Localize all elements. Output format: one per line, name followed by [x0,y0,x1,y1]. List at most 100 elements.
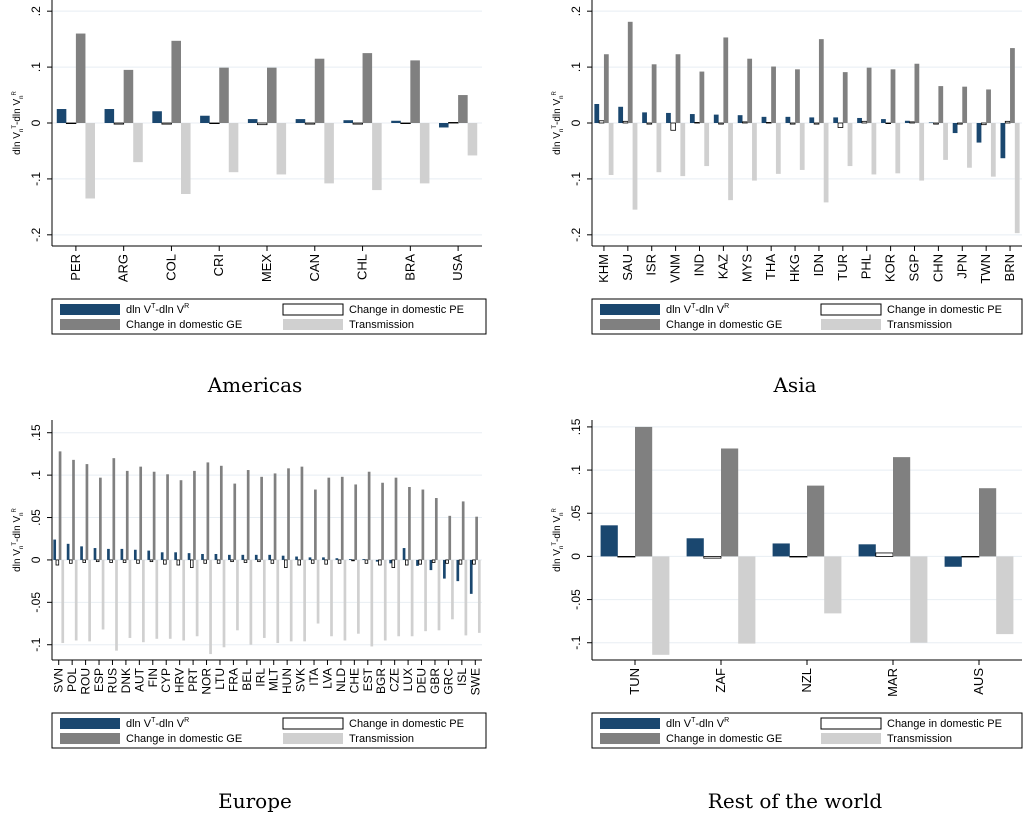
bar-total-bgr [375,559,379,562]
x-tick-label: SAU [620,254,635,281]
legend-label-total: dln VT-dln VR [666,717,729,730]
y-tick-label: -.2 [569,227,583,241]
y-tick-label: .05 [29,509,43,526]
bar-total-kor [881,119,886,123]
bar-total-bra [391,120,401,123]
bar-total-grc [443,559,446,579]
bar-ge-pol [72,459,75,560]
x-tick-label: BRA [402,254,417,281]
bar-ge-idn [818,39,824,123]
y-tick-label: -.1 [29,637,43,651]
bar-transmission-chn [943,123,948,160]
x-tick-label: IDN [811,254,826,276]
legend-swatch-ge [600,319,660,330]
legend-swatch-total [60,304,120,315]
x-tick-label: SGP [907,254,922,281]
x-tick-label: SVK [294,668,308,692]
bar-total-isl [456,559,460,582]
bar-transmission-deu [424,559,427,632]
x-tick-label: TUN [627,668,642,695]
bar-total-tun [600,525,618,557]
bar-transmission-arg [133,123,143,163]
y-axis-label-part: n [19,96,25,99]
bar-ge-nor [206,462,210,560]
bar-transmission-lva [330,559,333,637]
bar-pe-twn [980,122,987,126]
y-tick-label: 0 [569,119,583,126]
bar-pe-rou [82,559,86,563]
y-axis-label-part: T [12,542,18,546]
bar-ge-zaf [721,448,739,557]
legend-label-part: -dln V [155,718,184,730]
bar-total-brn [1000,123,1006,159]
y-axis-label: dln VnT-dln VnR [552,508,565,572]
bar-total-bel [241,554,245,560]
x-tick-label: LTU [213,668,227,690]
bar-total-sau [618,106,624,123]
legend-box [591,712,1023,749]
y-axis-label: dln VnT-dln VnR [12,91,25,155]
bar-total-tur [833,117,839,123]
x-tick-label: BEL [240,668,254,691]
y-tick-label: -.1 [569,635,583,649]
y-tick-label: .2 [29,6,43,16]
panel-title: Rest of the world [708,789,883,813]
panel-title: Americas [207,373,303,397]
bar-pe-col [161,122,172,125]
x-tick-label: MEX [259,254,274,283]
y-tick-label: .1 [569,62,583,72]
bar-pe-can [304,122,316,125]
bar-transmission-che [357,559,360,634]
x-tick-label: DNK [119,668,133,693]
bar-transmission-rus [115,559,118,651]
bar-total-arg [104,109,115,123]
y-axis-label-part: n [559,96,565,99]
bar-transmission-swe [477,559,481,633]
bar-ge-ita [314,489,317,560]
bar-pe-isr [646,122,653,125]
bar-total-mar [858,544,876,557]
y-axis-label-part: -dln V [552,99,563,125]
bar-total-rus [107,548,110,560]
bar-pe-tur [837,122,844,128]
x-tick-label: BRN [1002,254,1017,281]
x-tick-label: DEU [415,668,429,693]
legend-swatch-ge [60,319,120,330]
bar-pe-usa [448,122,459,124]
legend-label-part: -dln V [155,304,184,316]
bar-pe-vnm [670,122,677,131]
x-tick-label: CRI [211,254,226,276]
legend: dln VT-dln VR Change in domestic PE Change… [591,298,1023,335]
x-tick-label: CYP [159,668,173,693]
x-tick-label: CZE [388,668,402,692]
bar-transmission-phl [871,123,877,175]
x-tick-label: ROU [79,668,93,695]
legend-swatch-transmission [821,733,881,744]
bar-total-fra [228,554,231,560]
bar-ge-per [75,33,86,123]
bar-total-cze [389,559,392,564]
x-tick-label: RUS [105,668,119,693]
x-tick-label: ZAF [713,668,728,693]
x-tick-label: PER [68,254,83,281]
bar-total-svn [53,539,57,560]
x-tick-label: GBR [428,668,442,694]
legend-label-total: dln VT-dln VR [126,717,189,730]
bar-transmission-per [85,123,95,199]
bar-pe-che [351,559,355,562]
bar-ge-dnk [125,470,129,560]
bar-transmission-col [181,123,191,195]
bar-pe-ind [694,122,700,124]
legend-swatch-pe [820,717,882,730]
bar-total-fin [147,550,151,560]
y-tick-label: .2 [569,6,583,16]
bar-transmission-svk [303,559,306,642]
x-tick-label: HRV [173,668,187,693]
x-tick-label: VNM [668,254,683,283]
bar-total-svk [295,556,298,560]
x-tick-label: FRA [226,668,240,692]
legend: dln VT-dln VR Change in domestic PE Change… [51,712,487,749]
legend-swatch-pe [820,303,882,316]
bar-ge-kor [890,69,896,123]
bar-transmission-rou [88,559,91,642]
